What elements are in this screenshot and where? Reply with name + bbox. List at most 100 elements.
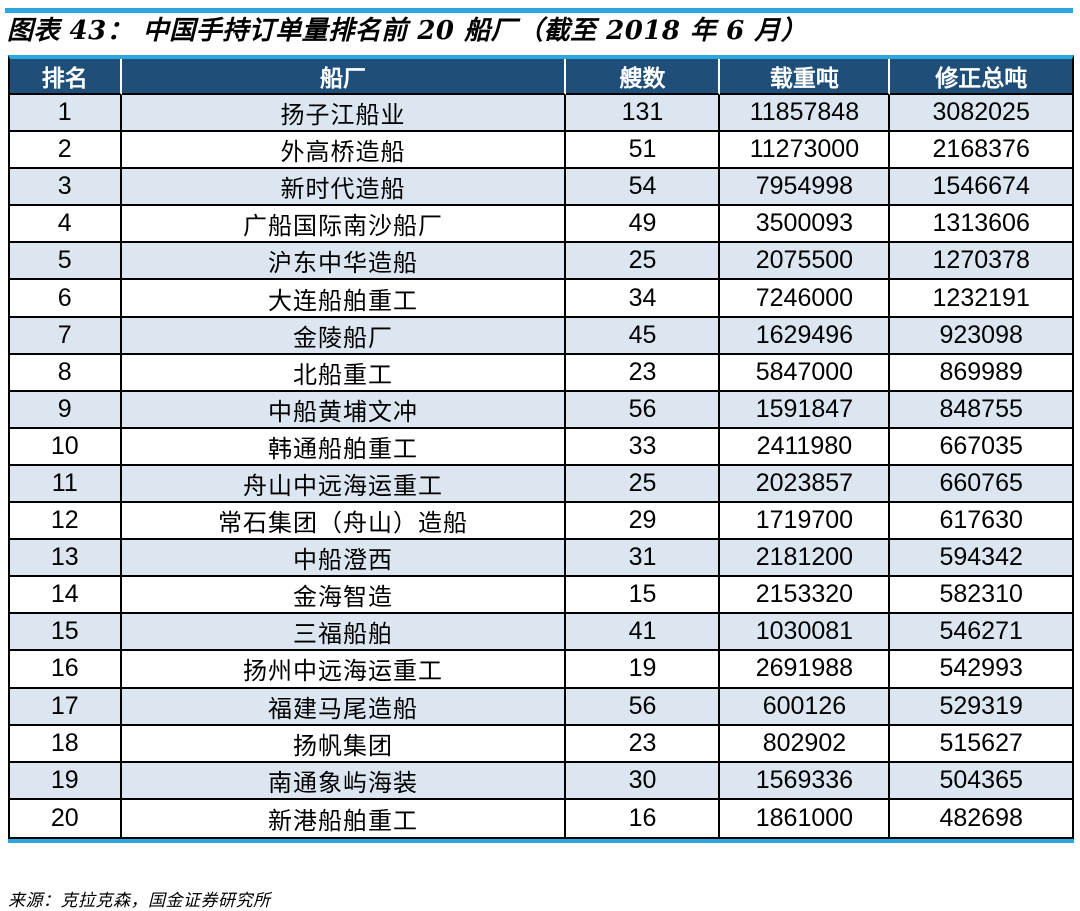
cell-shipyard: 新港船舶重工 xyxy=(121,799,567,837)
cell-rank: 3 xyxy=(10,169,122,207)
cell-vessels: 30 xyxy=(566,762,721,800)
cell-vessels: 45 xyxy=(566,317,721,355)
cell-dwt: 2181200 xyxy=(720,540,891,578)
table-row: 2 外高桥造船 51 11273000 2168376 xyxy=(10,132,1072,170)
cell-dwt: 1591847 xyxy=(720,391,891,429)
cell-shipyard: 北船重工 xyxy=(121,354,567,392)
cell-rank: 5 xyxy=(10,243,122,281)
cell-dwt: 3500093 xyxy=(720,206,891,244)
table-row: 19 南通象屿海装 30 1569336 504365 xyxy=(10,762,1072,800)
table-row: 7 金陵船厂 45 1629496 923098 xyxy=(10,317,1072,355)
cell-rank: 20 xyxy=(10,799,122,837)
table-row: 18 扬帆集团 23 802902 515627 xyxy=(10,725,1072,763)
cell-shipyard: 沪东中华造船 xyxy=(121,243,567,281)
cell-vessels: 33 xyxy=(566,428,721,466)
cell-rank: 12 xyxy=(10,503,122,541)
cell-vessels: 41 xyxy=(566,614,721,652)
table-row: 14 金海智造 15 2153320 582310 xyxy=(10,577,1072,615)
col-header-cgt: 修正总吨 xyxy=(890,59,1072,95)
table-row: 1 扬子江船业 131 11857848 3082025 xyxy=(10,95,1072,133)
cell-cgt: 582310 xyxy=(890,577,1072,615)
cell-shipyard: 扬帆集团 xyxy=(121,725,567,763)
cell-rank: 18 xyxy=(10,725,122,763)
cell-rank: 4 xyxy=(10,206,122,244)
cell-dwt: 2691988 xyxy=(720,651,891,689)
cell-shipyard: 广船国际南沙船厂 xyxy=(121,206,567,244)
cell-dwt: 1719700 xyxy=(720,503,891,541)
cell-cgt: 617630 xyxy=(890,503,1072,541)
table-row: 11 舟山中远海运重工 25 2023857 660765 xyxy=(10,465,1072,504)
cell-vessels: 23 xyxy=(566,725,721,763)
table-row: 4 广船国际南沙船厂 49 3500093 1313606 xyxy=(10,206,1072,244)
cell-dwt: 1030081 xyxy=(720,614,891,652)
cell-dwt: 2075500 xyxy=(720,243,891,281)
table-row: 5 沪东中华造船 25 2075500 1270378 xyxy=(10,243,1072,281)
ranking-table-container: 排名 船厂 艘数 载重吨 修正总吨 1 扬子江船业 131 11857848 30820… xyxy=(8,55,1074,843)
cell-cgt: 660765 xyxy=(890,465,1072,504)
cell-vessels: 31 xyxy=(566,540,721,578)
cell-rank: 6 xyxy=(10,280,122,318)
cell-cgt: 1270378 xyxy=(890,243,1072,281)
cell-rank: 7 xyxy=(10,317,122,355)
cell-cgt: 504365 xyxy=(890,762,1072,800)
cell-cgt: 482698 xyxy=(890,799,1072,837)
cell-dwt: 5847000 xyxy=(720,354,891,392)
table-row: 20 新港船舶重工 16 1861000 482698 xyxy=(10,799,1072,837)
table-row: 8 北船重工 23 5847000 869989 xyxy=(10,354,1072,392)
cell-vessels: 16 xyxy=(566,799,721,837)
cell-rank: 15 xyxy=(10,614,122,652)
cell-dwt: 7954998 xyxy=(720,169,891,207)
cell-rank: 14 xyxy=(10,577,122,615)
cell-vessels: 56 xyxy=(566,688,721,726)
cell-rank: 10 xyxy=(10,428,122,466)
col-header-vessels: 艘数 xyxy=(566,59,721,95)
cell-rank: 2 xyxy=(10,132,122,170)
cell-cgt: 1232191 xyxy=(890,280,1072,318)
cell-vessels: 51 xyxy=(566,132,721,170)
table-body: 1 扬子江船业 131 11857848 3082025 2 外高桥造船 51 11273000… xyxy=(10,95,1072,837)
cell-rank: 19 xyxy=(10,762,122,800)
cell-dwt: 2153320 xyxy=(720,577,891,615)
cell-vessels: 15 xyxy=(566,577,721,615)
cell-cgt: 594342 xyxy=(890,540,1072,578)
cell-cgt: 1313606 xyxy=(890,206,1072,244)
top-accent-rule xyxy=(5,8,1073,13)
cell-rank: 13 xyxy=(10,540,122,578)
table-row: 9 中船黄埔文冲 56 1591847 848755 xyxy=(10,391,1072,429)
cell-vessels: 23 xyxy=(566,354,721,392)
cell-shipyard: 扬州中远海运重工 xyxy=(121,651,567,689)
ranking-table: 排名 船厂 艘数 载重吨 修正总吨 1 扬子江船业 131 11857848 30820… xyxy=(8,55,1074,839)
cell-shipyard: 大连船舶重工 xyxy=(121,280,567,318)
cell-vessels: 54 xyxy=(566,169,721,207)
cell-shipyard: 中船黄埔文冲 xyxy=(121,391,567,429)
cell-cgt: 869989 xyxy=(890,354,1072,392)
cell-cgt: 1546674 xyxy=(890,169,1072,207)
cell-dwt: 11857848 xyxy=(720,95,891,133)
cell-cgt: 923098 xyxy=(890,317,1072,355)
cell-rank: 11 xyxy=(10,465,122,504)
cell-shipyard: 外高桥造船 xyxy=(121,132,567,170)
cell-cgt: 546271 xyxy=(890,614,1072,652)
col-header-rank: 排名 xyxy=(10,59,122,95)
cell-vessels: 49 xyxy=(566,206,721,244)
table-row: 10 韩通船舶重工 33 2411980 667035 xyxy=(10,428,1072,466)
cell-shipyard: 中船澄西 xyxy=(121,540,567,578)
cell-vessels: 56 xyxy=(566,391,721,429)
cell-shipyard: 扬子江船业 xyxy=(121,95,567,133)
cell-dwt: 802902 xyxy=(720,725,891,763)
table-row: 13 中船澄西 31 2181200 594342 xyxy=(10,540,1072,578)
cell-shipyard: 韩通船舶重工 xyxy=(121,428,567,466)
cell-cgt: 2168376 xyxy=(890,132,1072,170)
cell-vessels: 25 xyxy=(566,465,721,504)
cell-rank: 16 xyxy=(10,651,122,689)
table-header-row: 排名 船厂 艘数 载重吨 修正总吨 xyxy=(10,59,1072,95)
col-header-shipyard: 船厂 xyxy=(121,59,567,95)
cell-rank: 8 xyxy=(10,354,122,392)
figure-title: 图表 43： 中国手持订单量排名前 20 船厂（截至 2018 年 6 月） xyxy=(7,16,808,46)
cell-vessels: 29 xyxy=(566,503,721,541)
cell-dwt: 2023857 xyxy=(720,465,891,504)
cell-shipyard: 舟山中远海运重工 xyxy=(121,465,567,504)
cell-cgt: 667035 xyxy=(890,428,1072,466)
cell-cgt: 515627 xyxy=(890,725,1072,763)
cell-shipyard: 新时代造船 xyxy=(121,169,567,207)
